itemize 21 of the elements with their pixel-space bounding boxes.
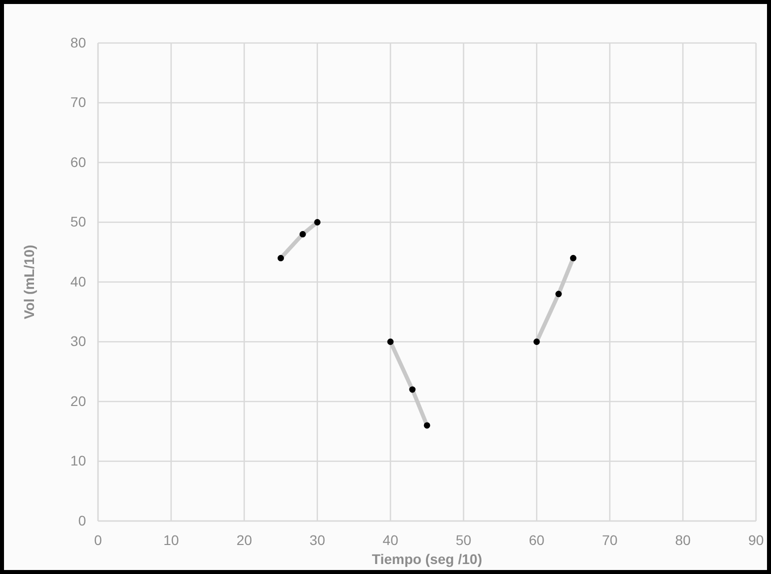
x-tick-label: 10 bbox=[163, 532, 180, 548]
x-tick-label: 30 bbox=[310, 532, 326, 548]
y-tick-label: 0 bbox=[78, 512, 86, 528]
y-tick-label: 10 bbox=[70, 452, 86, 469]
y-tick-label: 60 bbox=[70, 154, 86, 170]
y-tick-label: 30 bbox=[70, 333, 86, 350]
y-axis-title: Vol (mL/10) bbox=[21, 244, 37, 320]
y-tick-label: 80 bbox=[70, 34, 86, 50]
y-tick-label: 40 bbox=[70, 273, 86, 290]
y-tick-label: 20 bbox=[70, 392, 86, 409]
x-axis-title: Tiempo (seg /10) bbox=[372, 551, 482, 567]
x-tick-label: 20 bbox=[236, 532, 252, 548]
x-tick-label: 80 bbox=[675, 532, 691, 548]
x-tick-label: 50 bbox=[456, 532, 472, 548]
x-tick-label: 60 bbox=[528, 532, 545, 548]
y-tick-label: 70 bbox=[70, 94, 86, 110]
x-tick-label: 40 bbox=[382, 532, 398, 548]
x-tick-label: 0 bbox=[94, 532, 102, 548]
x-tick-label: 70 bbox=[602, 532, 618, 548]
x-tick-label: 90 bbox=[748, 532, 764, 548]
y-tick-label: 50 bbox=[70, 214, 86, 230]
